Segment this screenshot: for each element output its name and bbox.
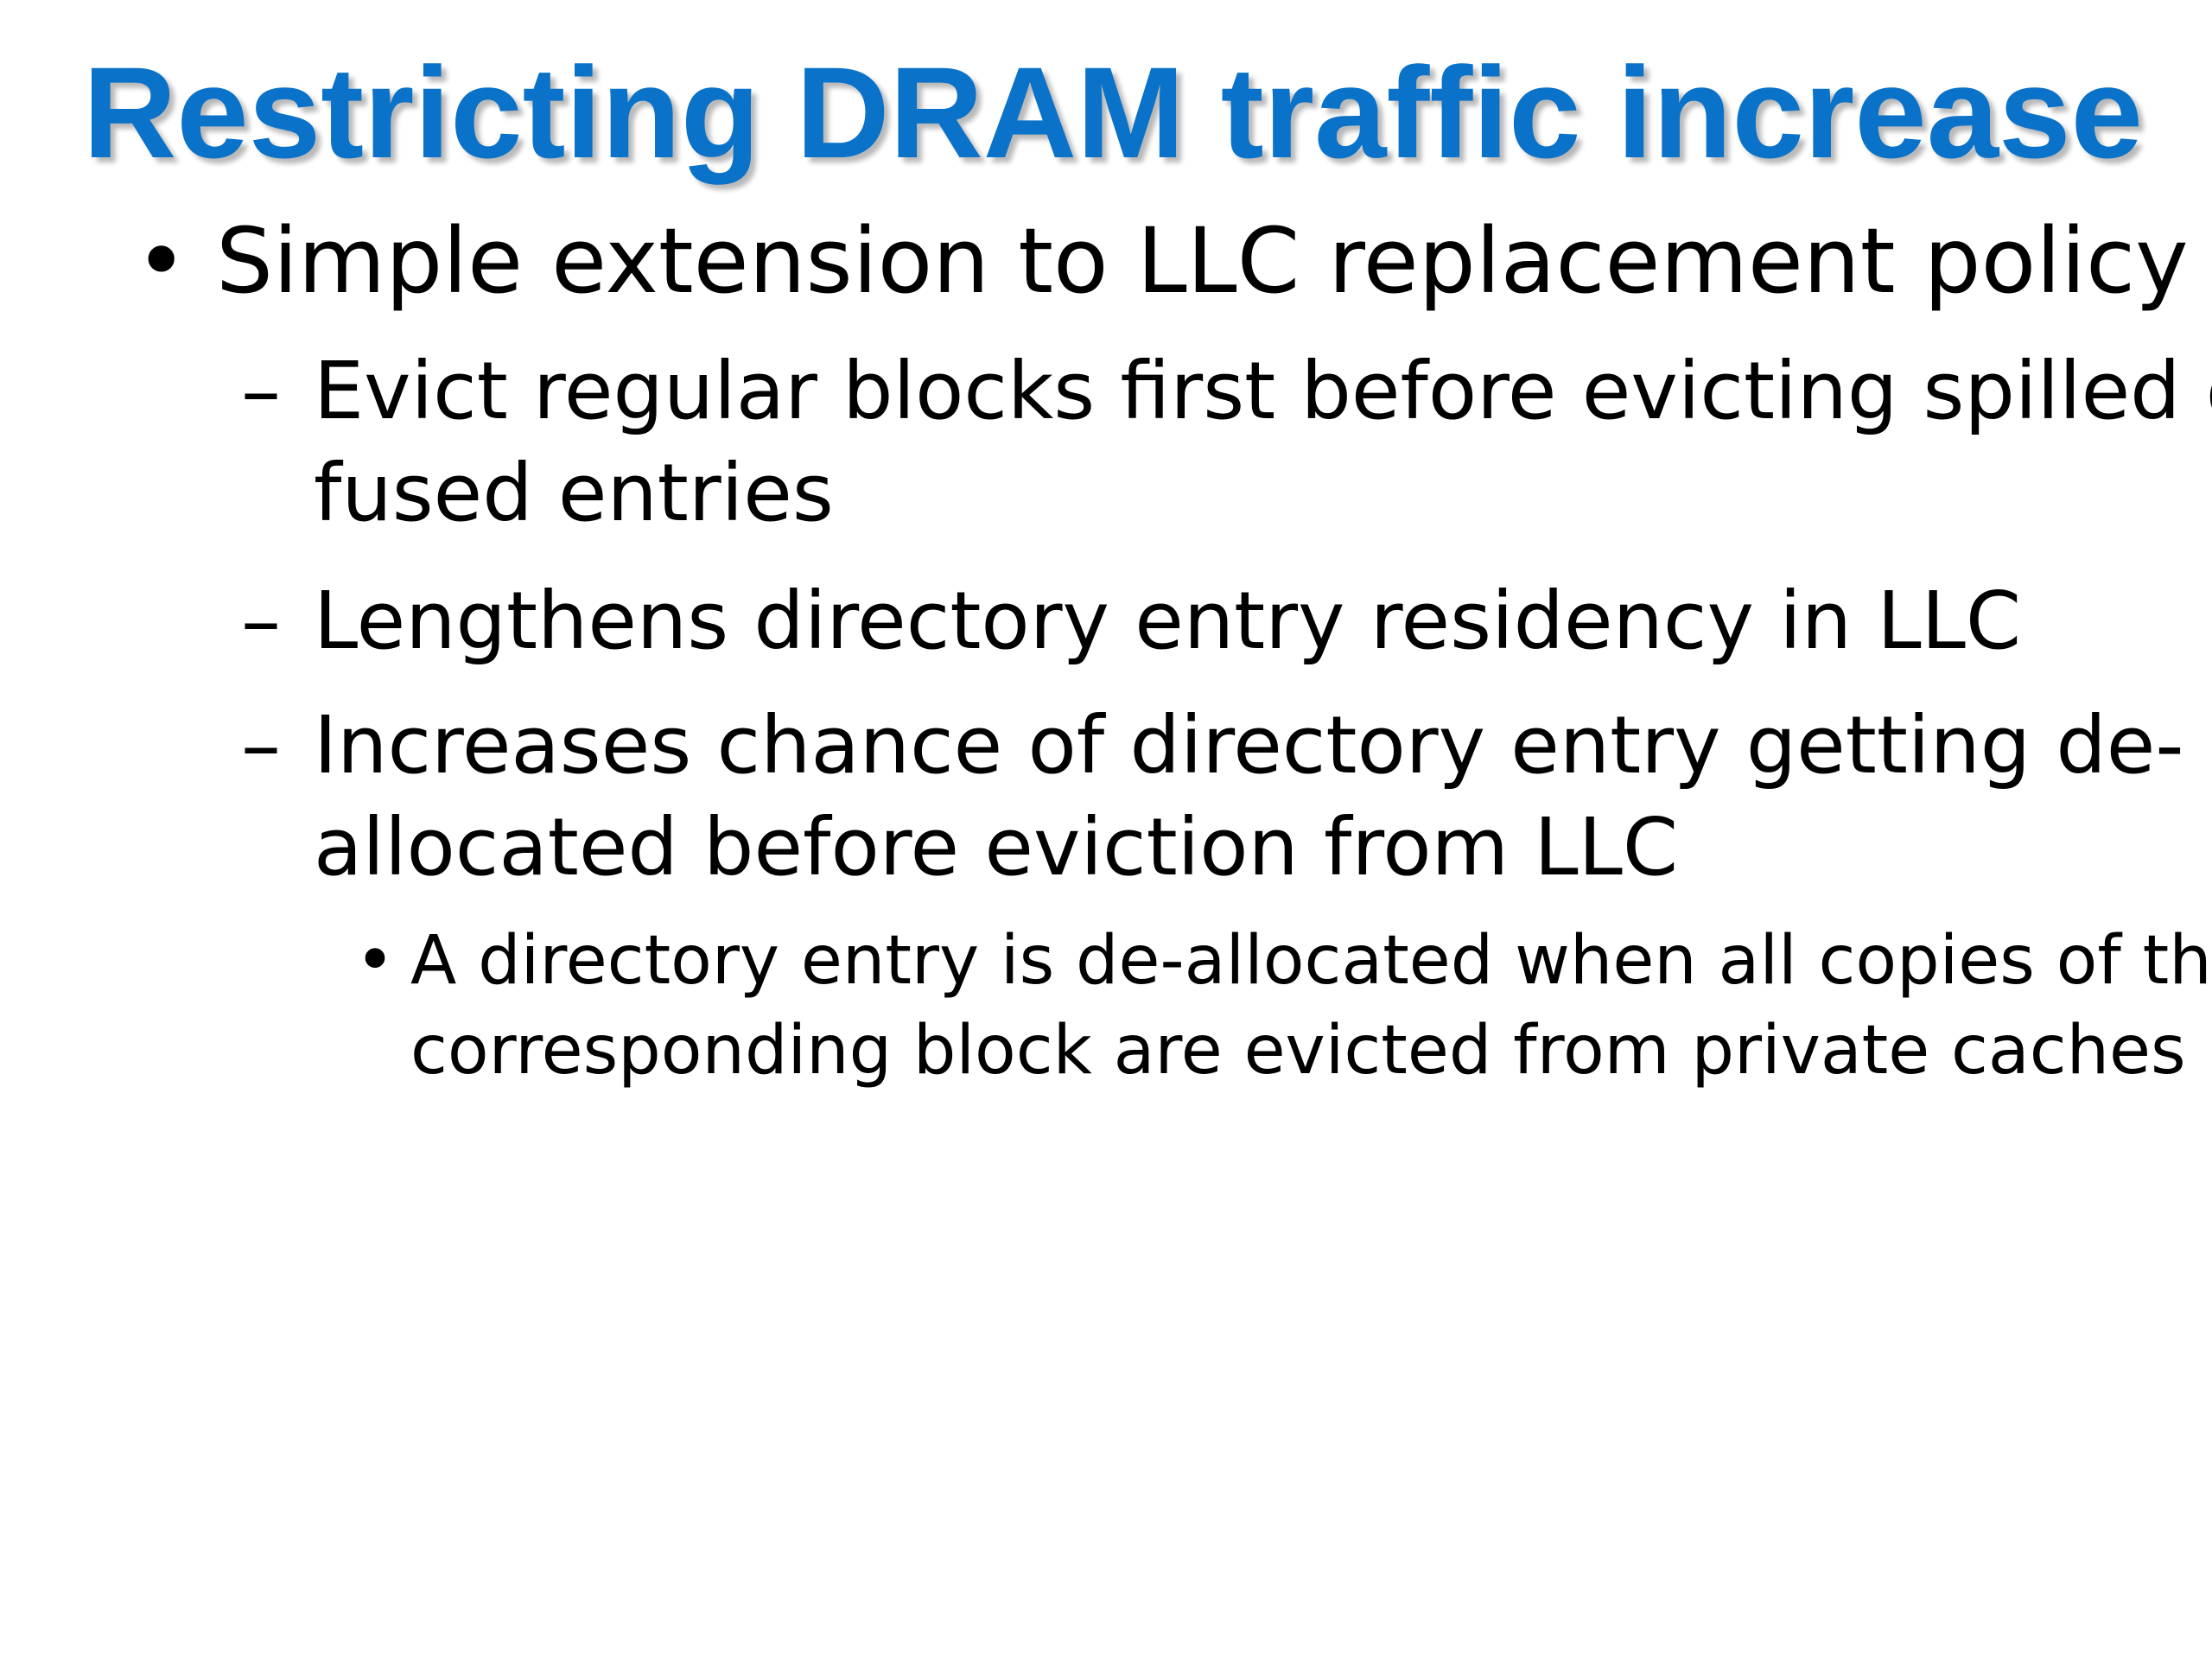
sub-bullet-item: – Increases chance of directory entry ge… [241, 695, 2197, 899]
bullet-item: • Simple extension to LLC replacement po… [135, 206, 2195, 316]
slide-title: Restricting DRAM traffic increase [83, 40, 2143, 185]
sub-bullet-item: – Lengthens directory entry residency in… [241, 570, 2197, 672]
dash-marker: – [241, 575, 281, 667]
dash-marker: – [241, 345, 281, 437]
bullet-text-line: Simple extension to LLC replacement poli… [216, 208, 2189, 314]
bullet-marker: • [135, 208, 188, 314]
sub-bullet-text-line: fused entries [314, 447, 834, 539]
sub-bullet-text-line: Increases chance of directory entry gett… [314, 699, 2184, 791]
sub-bullet-text-line: allocated before eviction from LLC [314, 801, 1679, 893]
sub-bullet-text-line: Evict regular blocks first before evicti… [314, 345, 2212, 437]
sub-sub-bullet-text-line: A directory entry is de-allocated when a… [410, 922, 2212, 1000]
sub-bullet-item: – Evict regular blocks first before evic… [241, 340, 2212, 544]
sub-sub-bullet-item: • A directory entry is de-allocated when… [355, 916, 2212, 1096]
sub-sub-bullet-text-line: corresponding block are evicted from pri… [410, 1012, 2186, 1090]
sub-bullet-text-line: Lengthens directory entry residency in L… [314, 575, 2022, 667]
bullet-marker: • [355, 922, 396, 1000]
dash-marker: – [241, 699, 281, 791]
